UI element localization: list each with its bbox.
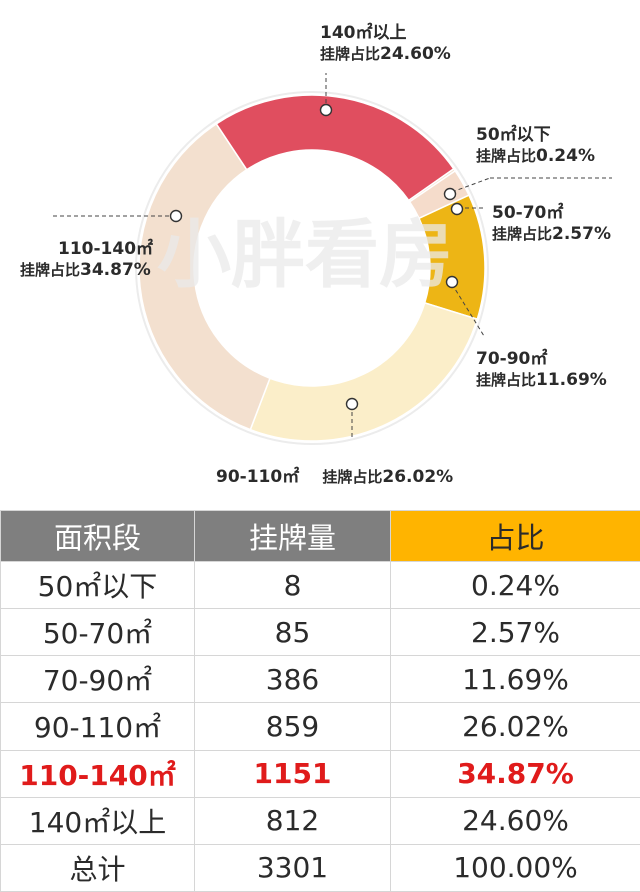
pointer-dot-70-90: [445, 275, 459, 289]
share-caption: 挂牌占比: [492, 225, 553, 243]
share-caption: 挂牌占比: [322, 468, 383, 486]
slice-label-under-50: 50㎡以下 挂牌占比0.24%: [476, 120, 595, 166]
cell-count: 386: [194, 655, 391, 704]
cell-count: 8: [194, 560, 391, 610]
header-share: 占比: [390, 510, 640, 562]
donut-slice-5: [215, 94, 455, 202]
cell-pct: 0.24%: [390, 560, 640, 610]
share-caption: 挂牌占比: [476, 371, 537, 389]
cell-range: 总计: [0, 843, 195, 892]
slice-label-70-90: 70-90㎡ 挂牌占比11.69%: [476, 344, 607, 390]
cell-count: 859: [194, 702, 391, 751]
cell-range: 50㎡以下: [0, 560, 195, 610]
slice-label-110-140: 110-140㎡ 挂牌占比34.87%: [20, 234, 153, 280]
cell-pct: 100.00%: [390, 843, 640, 892]
leader-line-70-90: [451, 283, 485, 337]
slice-name-90-110: 90-110㎡: [216, 467, 300, 487]
cell-pct: 24.60%: [390, 796, 640, 845]
header-area-range: 面积段: [0, 510, 195, 562]
slice-name-140-plus: 140㎡以上: [320, 23, 407, 43]
donut-chart-svg: 小胖看房: [50, 73, 612, 445]
slice-value-90-110: 26.02%: [382, 467, 454, 487]
cell-pct: 11.69%: [390, 655, 640, 704]
share-caption: 挂牌占比: [476, 147, 537, 165]
slice-name-70-90: 70-90㎡: [476, 349, 548, 369]
slice-value-50-70: 2.57%: [552, 224, 611, 244]
watermark: 小胖看房: [157, 212, 453, 298]
table-row: 140㎡以上 812 24.60%: [0, 796, 640, 845]
slice-name-under-50: 50㎡以下: [476, 125, 551, 145]
table-row: 90-110㎡ 859 26.02%: [0, 702, 640, 751]
pointer-dot-50-70: [450, 202, 464, 216]
header-listing-count: 挂牌量: [194, 510, 391, 562]
pointer-dot-110-140: [169, 209, 183, 223]
donut-rim: [135, 91, 489, 445]
cell-range: 70-90㎡: [0, 655, 195, 704]
cell-count: 85: [194, 608, 391, 657]
slice-name-110-140: 110-140㎡: [58, 239, 154, 259]
slice-value-140-plus: 24.60%: [380, 44, 451, 64]
cell-count: 1151: [194, 749, 391, 798]
share-caption: 挂牌占比: [320, 45, 381, 63]
slice-label-140-plus: 140㎡以上 挂牌占比24.60%: [320, 18, 451, 64]
share-caption: 挂牌占比: [20, 261, 81, 279]
table-row: 50㎡以下 8 0.24%: [0, 560, 640, 610]
slice-label-50-70: 50-70㎡ 挂牌占比2.57%: [492, 198, 611, 244]
slice-value-110-140: 34.87%: [80, 260, 151, 280]
donut-slice-4: [138, 122, 271, 431]
slice-name-50-70: 50-70㎡: [492, 203, 564, 223]
donut-chart: 小胖看房 140㎡以上 挂牌占比24.60% 50㎡以下 挂牌占比0.24% 5…: [20, 18, 612, 487]
table-row-total: 总计 3301 100.00%: [0, 843, 640, 892]
cell-pct: 2.57%: [390, 608, 640, 657]
table-row-highlighted: 110-140㎡ 1151 34.87%: [0, 749, 640, 798]
donut-slice-3: [249, 301, 479, 442]
pointer-dot-90-110: [345, 397, 359, 411]
table-row: 50-70㎡ 85 2.57%: [0, 608, 640, 657]
table-row: 70-90㎡ 386 11.69%: [0, 655, 640, 704]
cell-range: 90-110㎡: [0, 702, 195, 751]
slice-value-under-50: 0.24%: [536, 146, 595, 166]
cell-pct: 26.02%: [390, 702, 640, 751]
pointer-dot-under-50: [443, 187, 457, 201]
slice-label-90-110: 90-110㎡ 挂牌占比26.02%: [216, 462, 453, 487]
table-header-row: 面积段 挂牌量 占比: [0, 510, 640, 562]
cell-range: 50-70㎡: [0, 608, 195, 657]
cell-count: 812: [194, 796, 391, 845]
cell-range: 110-140㎡: [0, 749, 195, 798]
cell-range: 140㎡以上: [0, 796, 195, 845]
cell-count: 3301: [194, 843, 391, 892]
cell-pct: 34.87%: [390, 749, 640, 798]
slice-value-70-90: 11.69%: [536, 370, 607, 390]
pointer-dot-140-plus: [319, 103, 333, 117]
area-listing-table: 面积段 挂牌量 占比 50㎡以下 8 0.24% 50-70㎡ 85 2.57% 70-…: [0, 510, 640, 892]
